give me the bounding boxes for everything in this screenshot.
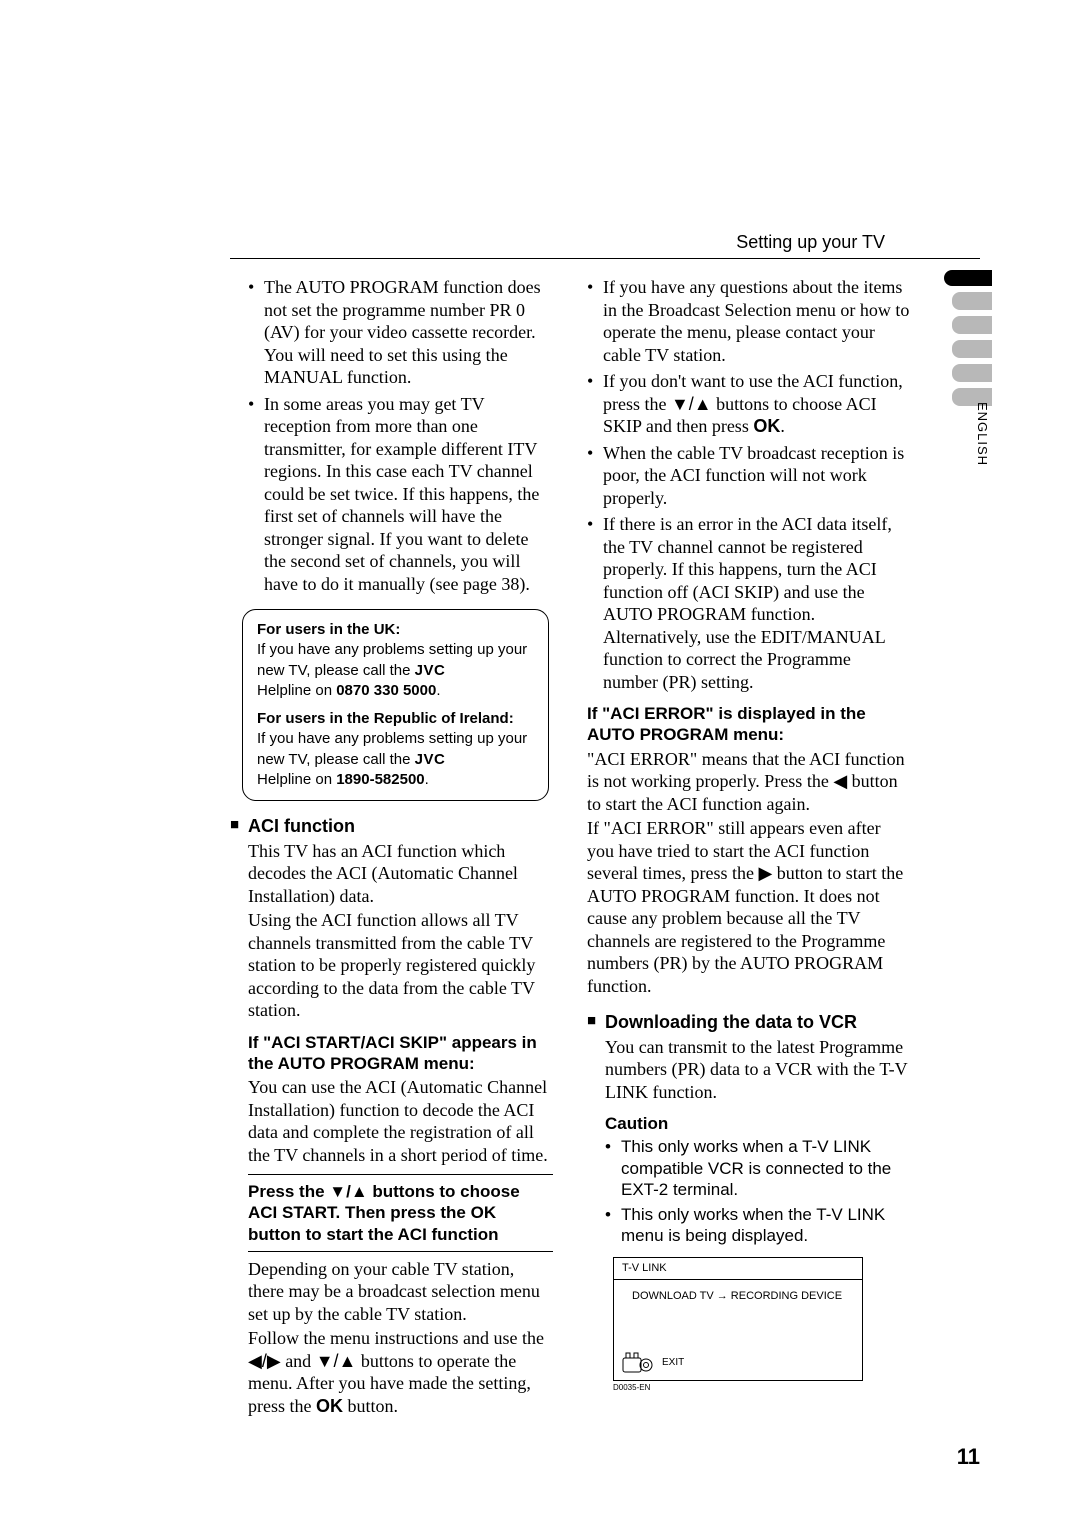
rule: [248, 1251, 553, 1252]
text: Helpline on: [257, 771, 336, 788]
active-tab: [944, 270, 992, 286]
ok-label: OK: [316, 1396, 343, 1416]
uk-heading: For users in the UK:: [257, 620, 534, 640]
caution-heading: Caution: [605, 1113, 910, 1134]
right-bullet-list: If you have any questions about the item…: [587, 276, 910, 693]
inactive-tab: [952, 364, 992, 382]
aci-heading: ACI function: [230, 815, 553, 838]
left-right-arrow-icon: ◀/▶: [248, 1351, 281, 1371]
left-column: The AUTO PROGRAM function does not set t…: [230, 276, 553, 1419]
list-item: If you don't want to use the ACI functio…: [587, 370, 910, 438]
list-item: When the cable TV broadcast reception is…: [587, 442, 910, 510]
download-heading: Downloading the data to VCR: [587, 1011, 910, 1034]
text: button to start the ACI function: [248, 1225, 499, 1244]
aci-sub-p: You can use the ACI (Automatic Channel I…: [248, 1076, 553, 1166]
helpline-callout: For users in the UK: If you have any pro…: [242, 609, 549, 801]
down-up-arrow-icon: ▼/▲: [671, 394, 712, 414]
inactive-tab: [952, 340, 992, 358]
down-up-arrow-icon: ▼/▲: [316, 1351, 357, 1371]
left-arrow-icon: ◀: [833, 771, 847, 791]
ie-heading: For users in the Republic of Ireland:: [257, 709, 534, 729]
page-number: 11: [957, 1444, 980, 1470]
list-item: If you have any questions about the item…: [587, 276, 910, 366]
manual-page: Setting up your TV ENGLISH The AUTO PROG…: [0, 0, 1080, 1528]
tvlink-footer: EXIT: [614, 1352, 862, 1380]
ie-number: 1890-582500: [336, 771, 424, 788]
ie-text: If you have any problems setting up your…: [257, 729, 534, 790]
page-header: Setting up your TV: [736, 232, 885, 253]
right-column: If you have any questions about the item…: [587, 276, 910, 1419]
header-rule: [230, 258, 980, 259]
text: Follow the menu instructions and use the: [248, 1328, 544, 1348]
text: Press the: [248, 1182, 329, 1201]
inactive-tab: [952, 316, 992, 334]
jvc-logo: JVC: [415, 751, 446, 768]
step-heading: Press the ▼/▲ buttons to choose ACI STAR…: [248, 1174, 553, 1245]
list-item: If there is an error in the ACI data its…: [587, 513, 910, 693]
list-item: This only works when the T-V LINK menu i…: [605, 1204, 910, 1247]
aci-p2: Using the ACI function allows all TV cha…: [248, 909, 553, 1022]
text: If you have any problems setting up your…: [257, 730, 527, 767]
text: button.: [343, 1396, 398, 1416]
error-p1: "ACI ERROR" means that the ACI function …: [587, 748, 910, 816]
tvlink-diagram: T-V LINK DOWNLOAD TV → RECORDING DEVICE …: [613, 1257, 863, 1382]
text: Helpline on: [257, 682, 336, 699]
caution-list: This only works when a T-V LINK compatib…: [605, 1136, 910, 1246]
list-item: This only works when a T-V LINK compatib…: [605, 1136, 910, 1200]
tvlink-body: DOWNLOAD TV → RECORDING DEVICE: [614, 1280, 862, 1352]
language-label: ENGLISH: [975, 402, 990, 466]
right-arrow-icon: ▶: [758, 863, 772, 883]
jvc-logo: JVC: [415, 662, 446, 679]
uk-text: If you have any problems setting up your…: [257, 640, 534, 701]
step-p2: Follow the menu instructions and use the…: [248, 1327, 553, 1417]
aci-subhead: If "ACI START/ACI SKIP" appears in the A…: [248, 1032, 553, 1075]
top-bullet-list: The AUTO PROGRAM function does not set t…: [230, 276, 553, 595]
ok-label: OK: [753, 416, 780, 436]
list-item: In some areas you may get TV reception f…: [248, 393, 553, 596]
ok-label: OK: [471, 1203, 497, 1222]
content-columns: The AUTO PROGRAM function does not set t…: [230, 276, 910, 1419]
uk-number: 0870 330 5000: [336, 682, 436, 699]
download-p: You can transmit to the latest Programme…: [605, 1036, 910, 1104]
remote-icon: [622, 1352, 656, 1374]
diagram-code: D0035-EN: [613, 1383, 910, 1393]
inactive-tab: [952, 292, 992, 310]
side-tabs: [952, 270, 992, 412]
error-heading: If "ACI ERROR" is displayed in the AUTO …: [587, 703, 910, 746]
down-up-arrow-icon: ▼/▲: [329, 1182, 367, 1201]
exit-label: EXIT: [662, 1357, 684, 1370]
text: If you have any problems setting up your…: [257, 641, 527, 678]
aci-p1: This TV has an ACI function which decode…: [248, 840, 553, 908]
text: .: [780, 416, 785, 436]
tvlink-title: T-V LINK: [614, 1258, 862, 1281]
list-item: The AUTO PROGRAM function does not set t…: [248, 276, 553, 389]
step-p1: Depending on your cable TV station, ther…: [248, 1258, 553, 1326]
error-p2: If "ACI ERROR" still appears even after …: [587, 817, 910, 997]
text: and: [281, 1351, 316, 1371]
